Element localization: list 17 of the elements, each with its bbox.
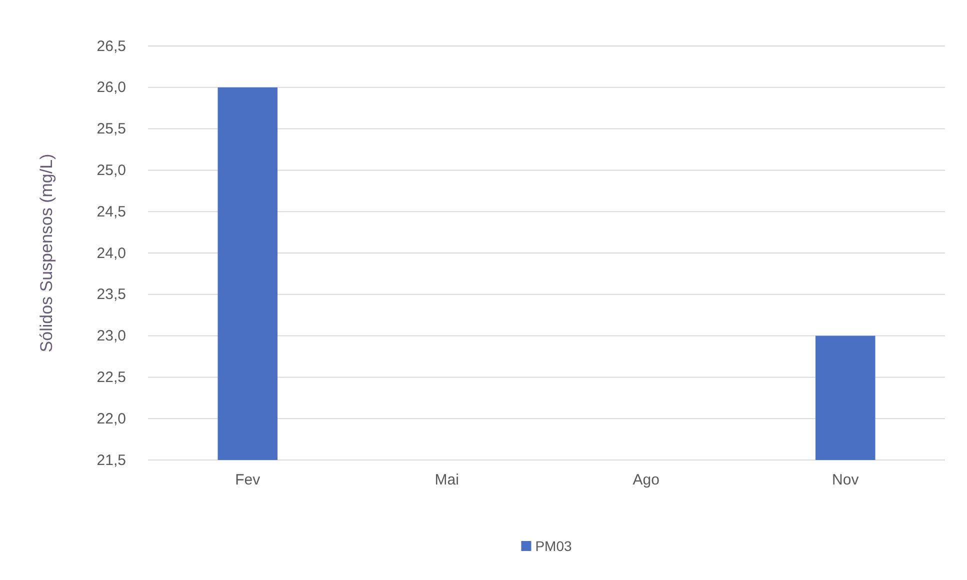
- y-tick-label: 25,0: [96, 162, 126, 179]
- y-tick-label: 25,5: [96, 120, 126, 138]
- y-tick-label: 24,5: [96, 203, 126, 220]
- x-tick-label: Mai: [434, 472, 459, 489]
- y-tick-label: 22,5: [96, 369, 126, 386]
- y-tick-label: 22,0: [96, 410, 126, 428]
- y-tick-label: 23,5: [96, 286, 126, 304]
- x-tick-label: Ago: [632, 472, 660, 489]
- x-tick-label: Nov: [832, 472, 860, 489]
- y-tick-label: 26,0: [96, 79, 126, 96]
- y-tick-label: 21,5: [96, 452, 126, 469]
- y-tick-label: 24,0: [96, 244, 126, 262]
- x-tick-label: Fev: [235, 472, 261, 489]
- y-tick-label: 23,0: [96, 328, 126, 345]
- y-axis-title: Sólidos Suspensos (mg/L): [37, 154, 56, 352]
- legend-label: PM03: [535, 538, 572, 554]
- y-tick-label: 26,5: [96, 38, 126, 55]
